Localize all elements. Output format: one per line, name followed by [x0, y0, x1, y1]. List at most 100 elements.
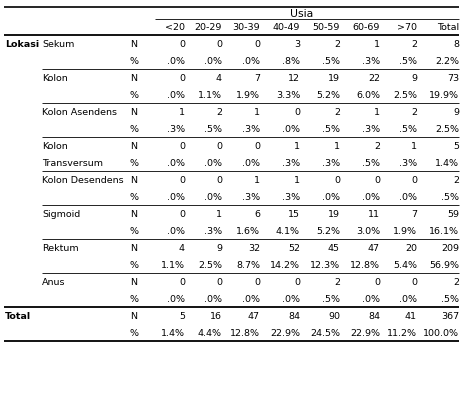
Text: 0: 0 [294, 108, 300, 117]
Text: .3%: .3% [361, 125, 379, 134]
Text: 2: 2 [452, 176, 458, 184]
Text: 73: 73 [446, 74, 458, 83]
Text: N: N [130, 142, 137, 151]
Text: 1.4%: 1.4% [161, 328, 185, 337]
Text: 1.9%: 1.9% [236, 91, 259, 100]
Text: 1: 1 [179, 108, 185, 117]
Text: 209: 209 [440, 243, 458, 252]
Text: 0: 0 [410, 277, 416, 286]
Text: .3%: .3% [241, 192, 259, 201]
Text: 12.8%: 12.8% [230, 328, 259, 337]
Text: 0: 0 [373, 176, 379, 184]
Text: 11.2%: 11.2% [386, 328, 416, 337]
Text: .5%: .5% [398, 125, 416, 134]
Text: 32: 32 [247, 243, 259, 252]
Text: N: N [130, 311, 137, 320]
Text: 20: 20 [404, 243, 416, 252]
Text: %: % [130, 328, 139, 337]
Text: 0: 0 [179, 277, 185, 286]
Text: Anus: Anus [42, 277, 65, 286]
Text: 5: 5 [452, 142, 458, 151]
Text: Sigmoid: Sigmoid [42, 209, 80, 219]
Text: 47: 47 [247, 311, 259, 320]
Text: 1: 1 [373, 108, 379, 117]
Text: 0: 0 [410, 176, 416, 184]
Text: Lokasi: Lokasi [5, 40, 39, 49]
Text: %: % [130, 125, 139, 134]
Text: 2.5%: 2.5% [392, 91, 416, 100]
Text: 4: 4 [179, 243, 185, 252]
Text: 2: 2 [333, 40, 339, 49]
Text: 20-29: 20-29 [194, 23, 221, 32]
Text: N: N [130, 74, 137, 83]
Text: .0%: .0% [398, 192, 416, 201]
Text: .0%: .0% [167, 192, 185, 201]
Text: 2: 2 [410, 40, 416, 49]
Text: %: % [130, 91, 139, 100]
Text: 0: 0 [294, 277, 300, 286]
Text: Kolon Desendens: Kolon Desendens [42, 176, 123, 184]
Text: N: N [130, 209, 137, 219]
Text: N: N [130, 243, 137, 252]
Text: 2: 2 [333, 277, 339, 286]
Text: .0%: .0% [242, 57, 259, 66]
Text: .5%: .5% [204, 125, 221, 134]
Text: .5%: .5% [321, 57, 339, 66]
Text: 45: 45 [327, 243, 339, 252]
Text: 47: 47 [367, 243, 379, 252]
Text: 7: 7 [253, 74, 259, 83]
Text: 4: 4 [216, 74, 221, 83]
Text: 0: 0 [333, 176, 339, 184]
Text: 40-49: 40-49 [272, 23, 300, 32]
Text: N: N [130, 108, 137, 117]
Text: 2: 2 [373, 142, 379, 151]
Text: Rektum: Rektum [42, 243, 78, 252]
Text: 22.9%: 22.9% [349, 328, 379, 337]
Text: 1: 1 [294, 142, 300, 151]
Text: .3%: .3% [241, 125, 259, 134]
Text: 1: 1 [253, 108, 259, 117]
Text: .0%: .0% [167, 91, 185, 100]
Text: %: % [130, 159, 139, 168]
Text: 367: 367 [440, 311, 458, 320]
Text: 0: 0 [253, 40, 259, 49]
Text: 1: 1 [333, 142, 339, 151]
Text: 0: 0 [179, 40, 185, 49]
Text: 0: 0 [179, 176, 185, 184]
Text: 90: 90 [327, 311, 339, 320]
Text: 16.1%: 16.1% [428, 227, 458, 235]
Text: 100.0%: 100.0% [422, 328, 458, 337]
Text: .0%: .0% [282, 294, 300, 303]
Text: .5%: .5% [361, 159, 379, 168]
Text: .3%: .3% [281, 159, 300, 168]
Text: 4.4%: 4.4% [198, 328, 221, 337]
Text: 16: 16 [210, 311, 221, 320]
Text: 0: 0 [253, 277, 259, 286]
Text: %: % [130, 57, 139, 66]
Text: 3.0%: 3.0% [355, 227, 379, 235]
Text: 8: 8 [452, 40, 458, 49]
Text: 59: 59 [446, 209, 458, 219]
Text: 2.5%: 2.5% [434, 125, 458, 134]
Text: 0: 0 [179, 142, 185, 151]
Text: 14.2%: 14.2% [269, 260, 300, 269]
Text: .0%: .0% [282, 125, 300, 134]
Text: .3%: .3% [398, 159, 416, 168]
Text: .0%: .0% [167, 294, 185, 303]
Text: 1: 1 [373, 40, 379, 49]
Text: 12: 12 [288, 74, 300, 83]
Text: .0%: .0% [204, 294, 221, 303]
Text: %: % [130, 192, 139, 201]
Text: .0%: .0% [361, 192, 379, 201]
Text: .0%: .0% [167, 159, 185, 168]
Text: 19: 19 [327, 209, 339, 219]
Text: .0%: .0% [167, 57, 185, 66]
Text: 0: 0 [216, 40, 221, 49]
Text: 2: 2 [452, 277, 458, 286]
Text: 0: 0 [373, 277, 379, 286]
Text: 5.2%: 5.2% [315, 91, 339, 100]
Text: Usia: Usia [290, 9, 313, 19]
Text: .8%: .8% [282, 57, 300, 66]
Text: .0%: .0% [204, 192, 221, 201]
Text: .0%: .0% [242, 159, 259, 168]
